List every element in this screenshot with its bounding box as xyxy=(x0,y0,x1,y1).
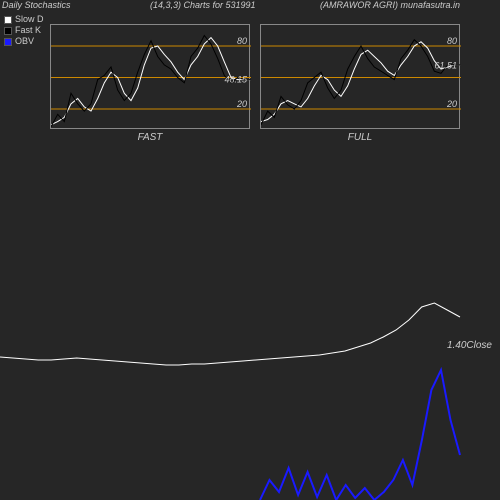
close-label: 1.40Close xyxy=(447,340,492,351)
bottom-chart xyxy=(0,0,500,500)
chart-container: Daily Stochastics (14,3,3) Charts for 53… xyxy=(0,0,500,500)
